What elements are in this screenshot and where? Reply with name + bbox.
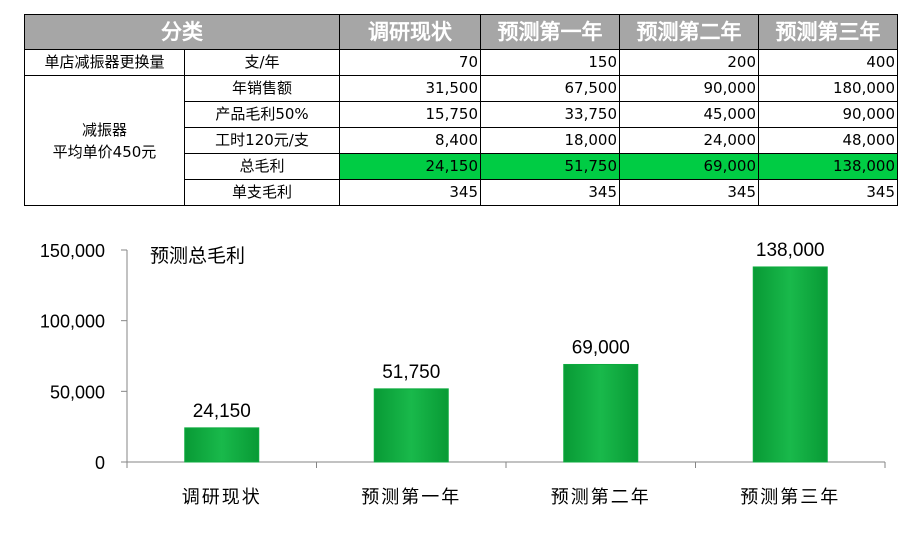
bar <box>184 427 260 463</box>
cell-value: 24,000 <box>619 127 759 154</box>
cell-value: 345 <box>480 179 620 206</box>
bar <box>373 388 449 463</box>
category-label: 调研现状 <box>182 487 262 508</box>
table-row: 工时120元/支 8,400 18,000 24,000 48,000 <box>25 127 898 154</box>
group-line-2: 平均单价450元 <box>52 142 157 161</box>
row-label: 总毛利 <box>184 153 340 180</box>
cell-value: 90,000 <box>619 75 759 102</box>
cell-value: 33,750 <box>480 101 620 128</box>
category-label: 预测第二年 <box>551 487 651 508</box>
cell-value: 150 <box>480 49 620 76</box>
cell-value: 48,000 <box>758 127 898 154</box>
cell-value: 15,750 <box>339 101 481 128</box>
cell-value: 70 <box>339 49 481 76</box>
data-label: 138,000 <box>756 240 825 261</box>
y-tick-label: 150,000 <box>40 241 105 261</box>
y-tick-label: 100,000 <box>40 312 105 332</box>
header-category: 分类 <box>24 14 340 50</box>
group-line-1: 减振器 <box>81 120 127 139</box>
row-label: 产品毛利50% <box>184 101 340 128</box>
cell-value: 400 <box>758 49 898 76</box>
category-label: 预测第一年 <box>361 487 461 508</box>
cell-value: 345 <box>619 179 759 206</box>
cell-value: 67,500 <box>480 75 620 102</box>
cell-value: 345 <box>758 179 898 206</box>
data-label: 24,150 <box>193 401 251 422</box>
data-labels: 24,150 51,750 69,000 138,000 <box>193 240 825 422</box>
x-ticks <box>126 462 886 468</box>
y-tick-label: 0 <box>95 453 105 473</box>
bars <box>184 266 828 463</box>
row-label: 年销售额 <box>184 75 340 102</box>
cell-value: 51,750 <box>480 153 620 180</box>
chart-title: 预测总毛利 <box>150 245 245 267</box>
category-labels: 调研现状 预测第一年 预测第二年 预测第三年 <box>182 487 840 508</box>
cell-value: 18,000 <box>480 127 620 154</box>
y-ticks: 0 50,000 100,000 150,000 <box>40 241 127 473</box>
cell-value: 45,000 <box>619 101 759 128</box>
bar <box>752 266 828 463</box>
table-row: 单店减振器更换量 支/年 70 150 200 400 <box>24 49 898 76</box>
cell-value: 180,000 <box>758 75 898 102</box>
header-year3: 预测第三年 <box>758 14 898 50</box>
header-current: 调研现状 <box>339 14 481 50</box>
data-label: 51,750 <box>382 362 440 383</box>
bar <box>563 363 639 463</box>
table-header-row: 分类 调研现状 预测第一年 预测第二年 预测第三年 <box>24 14 898 50</box>
table-row: 减振器 平均单价450元 年销售额 31,500 67,500 90,000 1… <box>24 75 898 206</box>
row-label: 工时120元/支 <box>184 127 340 154</box>
y-tick-label: 50,000 <box>50 382 105 402</box>
category-label: 预测第三年 <box>740 487 840 508</box>
row-group-label: 单店减振器更换量 <box>24 49 185 76</box>
data-table: 分类 调研现状 预测第一年 预测第二年 预测第三年 单店减振器更换量 支/年 7… <box>24 14 898 206</box>
cell-value: 138,000 <box>758 153 898 180</box>
header-year1: 预测第一年 <box>480 14 620 50</box>
row-label: 单支毛利 <box>184 179 340 206</box>
data-label: 69,000 <box>572 337 630 358</box>
cell-value: 8,400 <box>339 127 481 154</box>
header-year2: 预测第二年 <box>619 14 759 50</box>
row-group-merged: 减振器 平均单价450元 <box>24 75 185 206</box>
bar-chart: 预测总毛利 0 50,000 100,000 150,000 24,150 51,750… <box>40 240 886 508</box>
cell-value: 200 <box>619 49 759 76</box>
table-row: 产品毛利50% 15,750 33,750 45,000 90,000 <box>25 101 898 128</box>
cell-value: 90,000 <box>758 101 898 128</box>
cell-value: 24,150 <box>339 153 481 180</box>
row-label: 支/年 <box>184 49 340 76</box>
table-row: 单支毛利 345 345 345 345 <box>25 179 898 206</box>
cell-value: 345 <box>339 179 481 206</box>
table-row-highlighted: 总毛利 24,150 51,750 69,000 138,000 <box>25 153 898 180</box>
cell-value: 69,000 <box>619 153 759 180</box>
cell-value: 31,500 <box>339 75 481 102</box>
